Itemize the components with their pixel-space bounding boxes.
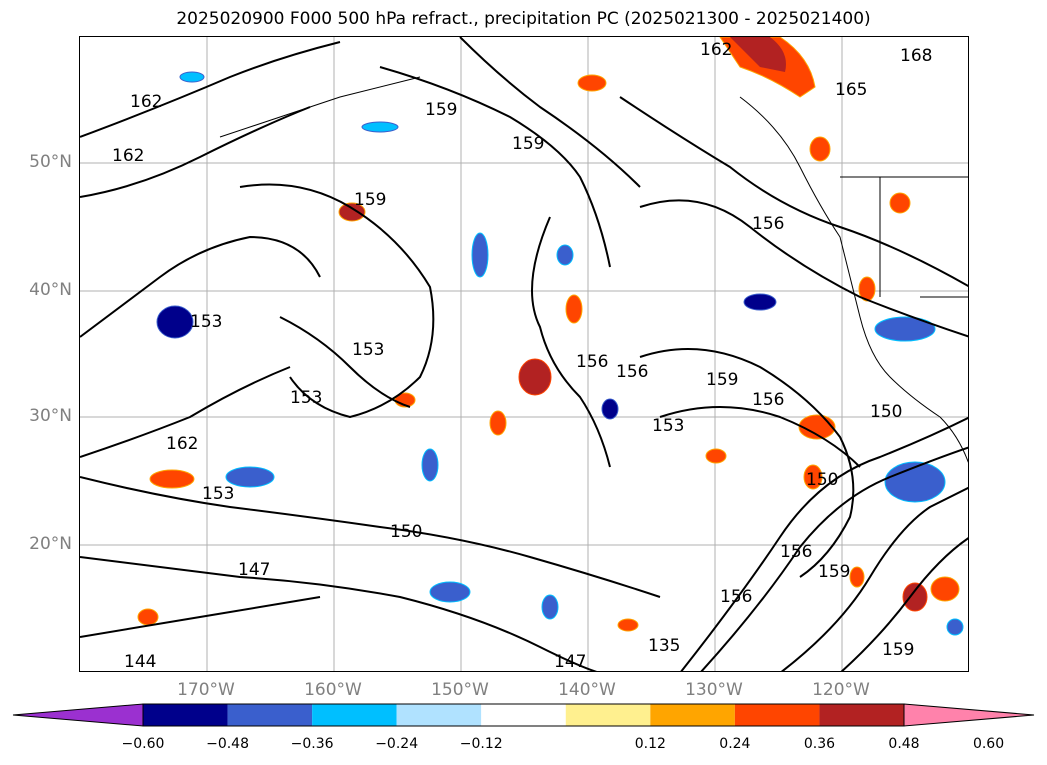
colorbar-tick-label: −0.48 — [206, 736, 249, 752]
contour-label: 162 — [112, 146, 144, 166]
contour-label: 159 — [425, 100, 457, 120]
contour-label-layer: 162 168 165 159 159 159 162 156 156 153 … — [112, 40, 932, 672]
contour-label: 162 — [700, 40, 732, 60]
colorbar-segment — [143, 704, 228, 726]
coastlines — [219, 76, 968, 463]
contour-label: 153 — [190, 312, 222, 332]
contour-label: 159 — [354, 190, 386, 210]
colorbar-tick-label: 0.12 — [634, 736, 666, 752]
contour-label: 156 — [752, 214, 784, 234]
colorbar-outline — [142, 703, 905, 727]
colorbar-tick-label: −0.24 — [375, 736, 419, 752]
lat-label-40n: 40°N — [29, 280, 72, 300]
contour-label: 153 — [352, 340, 384, 360]
colorbar-tick-label: 0.60 — [972, 736, 1005, 752]
map-panel[interactable]: 162 168 165 159 159 159 162 156 156 153 … — [79, 36, 969, 672]
colorbar-extend-low — [12, 703, 144, 727]
contour-label: 159 — [512, 134, 544, 154]
map-canvas: 162 168 165 159 159 159 162 156 156 153 … — [80, 37, 968, 672]
lon-label-140w: 140°W — [558, 680, 616, 700]
contour-label: 150 — [870, 402, 902, 422]
contour-label: 153 — [290, 388, 322, 408]
contour-label: 165 — [835, 80, 867, 100]
contour-label: 150 — [390, 522, 422, 542]
map-title: 2025020900 F000 500 hPa refract., precip… — [176, 9, 871, 29]
lon-label-170w: 170°W — [177, 680, 235, 700]
contour-label: 135 — [648, 636, 680, 656]
contour-label: 162 — [166, 434, 198, 454]
contour-label: 147 — [554, 652, 586, 672]
contour-label: 153 — [652, 416, 684, 436]
colorbar-tick-label: 0.48 — [888, 736, 920, 752]
contour-label: 162 — [130, 92, 162, 112]
lon-label-120w: 120°W — [812, 680, 870, 700]
contour-label: 147 — [238, 560, 270, 580]
lon-label-150w: 150°W — [431, 680, 489, 700]
contour-label: 156 — [616, 362, 648, 382]
colorbar-segment — [565, 704, 651, 726]
lat-label-20n: 20°N — [29, 534, 72, 554]
colorbar — [0, 700, 1047, 730]
refractivity-contours — [80, 37, 968, 671]
colorbar-tick-label: 0.24 — [719, 736, 751, 752]
contour-label: 168 — [900, 46, 932, 66]
colorbar-segment — [396, 704, 482, 726]
colorbar-tick-label: −0.12 — [459, 736, 503, 752]
colorbar-tick-label: −0.36 — [290, 736, 334, 752]
contour-label: 159 — [706, 370, 738, 390]
lat-label-30n: 30°N — [29, 406, 72, 426]
contour-label: 159 — [882, 640, 914, 660]
colorbar-segment — [227, 704, 313, 726]
contour-label: 156 — [752, 390, 784, 410]
lon-label-130w: 130°W — [685, 680, 743, 700]
colorbar-tick-label: −0.60 — [121, 736, 165, 752]
contour-label: 144 — [124, 652, 156, 672]
contour-label: 156 — [576, 352, 608, 372]
contour-label: 153 — [202, 484, 234, 504]
colorbar-segment — [481, 704, 566, 726]
colorbar-segment — [650, 704, 735, 726]
contour-label: 150 — [806, 470, 838, 490]
colorbar-segment — [819, 704, 904, 726]
colorbar-svg — [12, 703, 1035, 727]
lon-label-160w: 160°W — [304, 680, 362, 700]
colorbar-extend-high — [903, 703, 1035, 727]
colorbar-segment — [312, 704, 397, 726]
precip-fills — [137, 37, 964, 636]
contour-label: 156 — [780, 542, 812, 562]
lat-label-50n: 50°N — [29, 152, 72, 172]
colorbar-segment — [734, 704, 820, 726]
contour-label: 159 — [818, 562, 850, 582]
contour-label: 156 — [720, 587, 752, 607]
colorbar-tick-label: 0.36 — [803, 736, 836, 752]
